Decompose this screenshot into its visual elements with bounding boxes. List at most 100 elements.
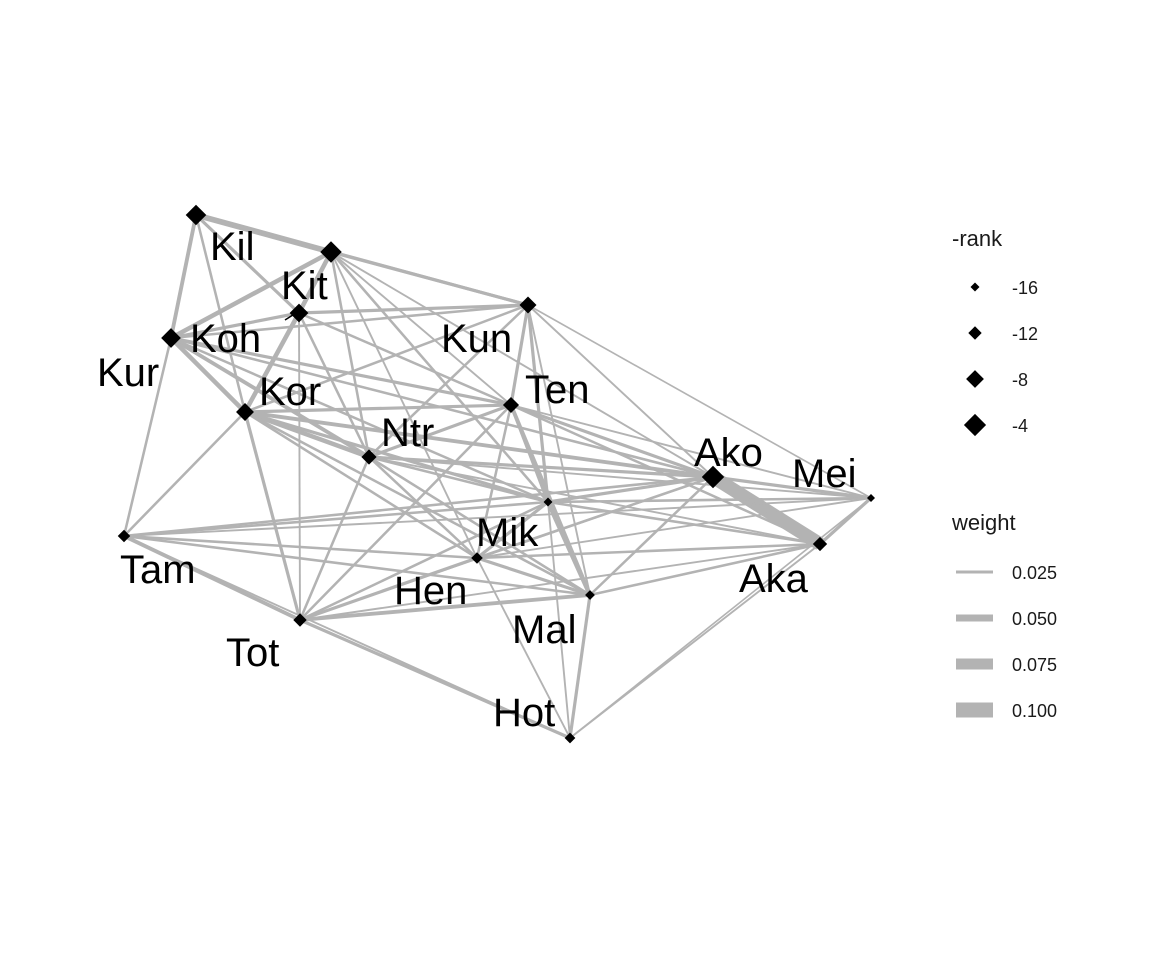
edge-kor-tot: [243, 411, 302, 621]
edge-ako-mal: [589, 476, 714, 596]
node-kur: [161, 328, 181, 348]
edge-ntr-tot: [298, 456, 371, 621]
node-label-aka: Aka: [739, 557, 809, 601]
node-label-mik: Mik: [476, 511, 539, 555]
rank-legend-label: -16: [1012, 278, 1038, 298]
edge-ten-ntr: [368, 403, 512, 459]
weight-legend-label: 0.050: [1012, 609, 1057, 629]
edge-aka-hen: [476, 542, 821, 560]
edge-kun-kor: [244, 303, 529, 414]
edge-kun-ten: [509, 304, 530, 406]
edge-kun-mal: [527, 304, 591, 596]
edge-koh-tot: [298, 312, 301, 621]
edge-kit-mik: [330, 251, 549, 503]
edge-koh-ntr: [297, 312, 371, 458]
edge-kur-kun: [170, 303, 529, 340]
edge-kor-tam: [123, 411, 246, 537]
rank-legend-key: [963, 413, 987, 437]
rank-legend-label: -4: [1012, 416, 1028, 436]
node-kun: [519, 296, 537, 314]
edge-mei-hen: [476, 497, 872, 559]
edge-tam-mal: [123, 534, 591, 597]
weight-legend-title: weight: [951, 510, 1016, 535]
edge-mei-mik: [547, 496, 872, 504]
edge-kit-hen: [330, 251, 478, 559]
node-ntr: [361, 449, 377, 465]
node-koh: [289, 303, 309, 323]
edge-mik-hot: [547, 501, 571, 739]
edge-mal-hot: [568, 594, 592, 739]
edge-ako-mei: [712, 475, 872, 500]
edge-kit-ako: [330, 251, 714, 478]
node-hot: [564, 732, 576, 744]
edge-hen-mal: [476, 556, 591, 597]
node-hen: [471, 552, 483, 564]
edge-aka-mik: [547, 500, 821, 546]
node-label-kit: Kit: [281, 264, 328, 308]
edge-mik-mal: [545, 501, 593, 596]
edge-kur-mik: [170, 336, 549, 504]
edge-ako-tam: [123, 475, 714, 538]
edge-kur-tam: [122, 337, 173, 537]
node-label-hot: Hot: [493, 691, 555, 735]
edge-ako-mik: [547, 475, 714, 504]
edge-ako-aka: [709, 471, 824, 550]
edge-ntr-mik: [368, 455, 549, 504]
edge-tam-hen: [123, 534, 478, 560]
weight-legend-label: 0.100: [1012, 701, 1057, 721]
rank-legend: -rank -16 -12 -8 -4: [952, 226, 1038, 437]
node-kor: [236, 403, 254, 421]
edge-kit-kur: [169, 250, 333, 340]
edge-ten-ako: [510, 403, 714, 479]
node-label-kur: Kur: [97, 351, 159, 395]
node-label-mal: Mal: [512, 608, 576, 652]
rank-legend-key: [966, 370, 984, 388]
node-label-kor: Kor: [259, 370, 321, 414]
edge-kur-ntr: [170, 336, 370, 459]
edge-koh-kor: [243, 311, 301, 414]
edge-kur-ten: [170, 336, 512, 407]
edge-ntr-mal: [368, 455, 591, 597]
edge-layer: [122, 212, 873, 740]
edge-tot-hot: [299, 618, 571, 740]
edge-kor-ako: [244, 410, 714, 479]
edge-hen-tot: [299, 556, 478, 622]
node-aka: [812, 536, 828, 552]
node-mal: [585, 590, 595, 600]
node-label-mei: Mei: [792, 452, 856, 496]
node-label-kil: Kil: [210, 225, 254, 269]
edge-koh-kun: [298, 303, 529, 315]
edge-kit-kun: [330, 250, 529, 307]
edge-ntr-mei: [368, 456, 872, 499]
node-ako: [701, 465, 725, 489]
node-ten: [502, 396, 520, 414]
node-label-tam: Tam: [120, 548, 196, 592]
node-mei: [867, 494, 875, 502]
edge-kun-mei: [527, 304, 872, 499]
rank-legend-label: -12: [1012, 324, 1038, 344]
node-label-kun: Kun: [441, 317, 512, 361]
edge-ntr-hen: [368, 456, 478, 559]
edge-kur-kor: [169, 336, 247, 414]
edge-aka-tot: [299, 543, 821, 621]
node-label-ten: Ten: [525, 368, 590, 412]
node-kil: [185, 204, 207, 226]
edge-kil-koh: [194, 213, 301, 315]
edge-ntr-ako: [368, 455, 714, 479]
weight-legend-label: 0.025: [1012, 563, 1057, 583]
edge-mik-tam: [123, 500, 549, 538]
edge-kit-ntr: [329, 251, 371, 458]
weight-legend: weight 0.025 0.050 0.075 0.100: [951, 510, 1057, 721]
edge-mik-hen: [476, 500, 549, 560]
edge-kor-ten: [244, 403, 512, 414]
edge-kit-ten: [330, 251, 512, 406]
rank-legend-key: [968, 326, 982, 340]
edge-ten-mei: [510, 404, 872, 499]
node-layer: [117, 204, 875, 744]
node-label-ntr: Ntr: [381, 411, 434, 455]
node-label-hen: Hen: [394, 569, 467, 613]
rank-legend-label: -8: [1012, 370, 1028, 390]
rank-legend-key: [970, 282, 980, 292]
node-label-tot: Tot: [226, 631, 279, 675]
